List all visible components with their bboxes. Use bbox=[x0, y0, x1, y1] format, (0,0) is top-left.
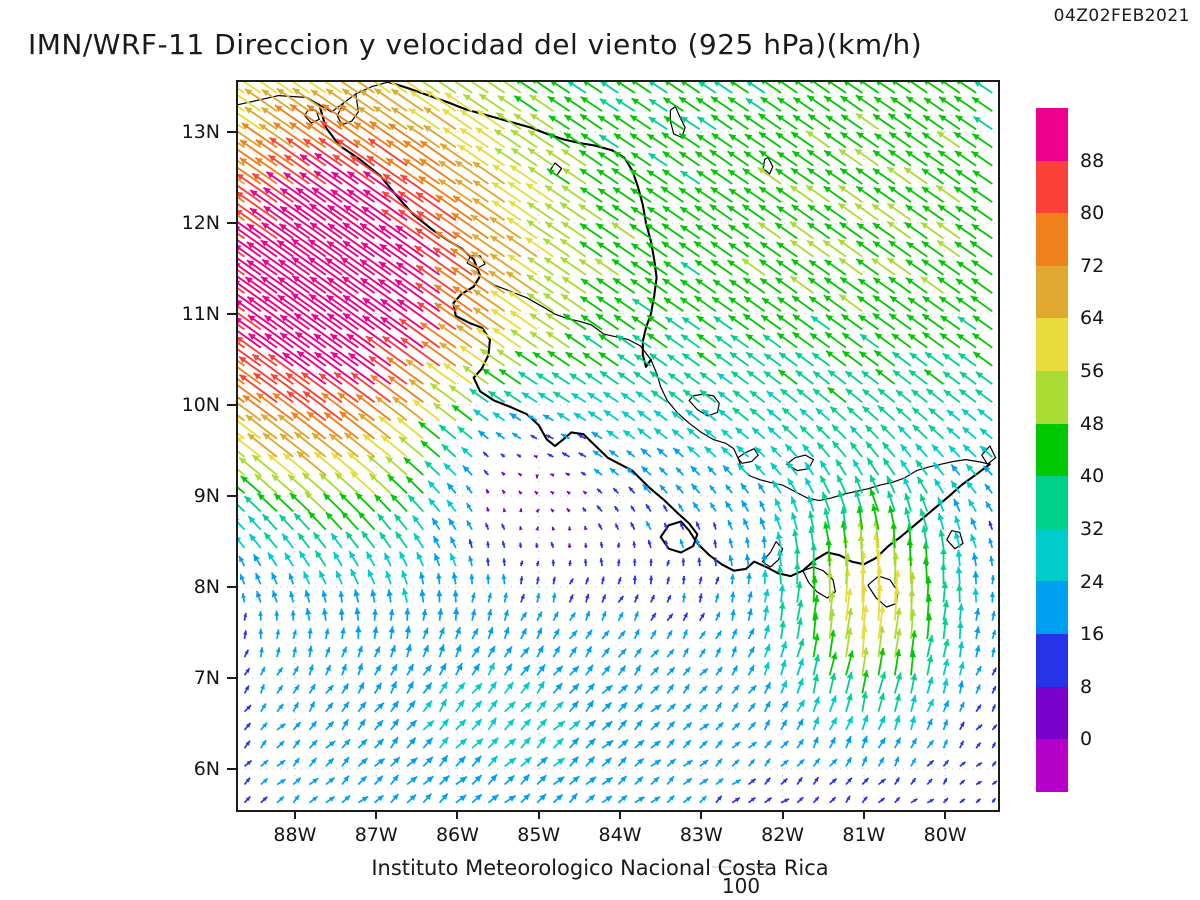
x-axis-label: 87W bbox=[354, 824, 398, 846]
reference-vector-icon bbox=[712, 866, 770, 868]
x-axis-label: 86W bbox=[435, 824, 479, 846]
x-axis-tick bbox=[862, 810, 865, 819]
colorbar-tick-label: 80 bbox=[1080, 202, 1105, 225]
x-axis-label: 83W bbox=[679, 824, 723, 846]
x-axis-tick bbox=[700, 810, 703, 819]
colorbar-tick-label: 40 bbox=[1080, 465, 1105, 488]
y-axis-label: 7N bbox=[193, 667, 220, 690]
colorbar-tick-label: 24 bbox=[1080, 570, 1105, 593]
colorbar-band[interactable] bbox=[1036, 476, 1068, 529]
y-axis-label: 13N bbox=[181, 121, 220, 144]
colorbar-tick-label: 48 bbox=[1080, 412, 1105, 435]
colorbar-band[interactable] bbox=[1036, 686, 1068, 740]
x-axis-label: 82W bbox=[761, 824, 805, 846]
map-gridlines bbox=[238, 82, 998, 810]
colorbar-tick-label: 88 bbox=[1080, 149, 1105, 172]
y-axis-tick bbox=[227, 313, 236, 316]
map-plot-area[interactable] bbox=[236, 80, 1000, 812]
colorbar-band[interactable] bbox=[1036, 371, 1068, 424]
y-axis-label: 8N bbox=[193, 576, 220, 599]
y-axis-label: 11N bbox=[181, 303, 220, 326]
y-axis-tick bbox=[227, 404, 236, 407]
wind-arrow-layer bbox=[238, 82, 998, 804]
x-axis-tick bbox=[456, 810, 459, 819]
colorbar-band[interactable] bbox=[1036, 213, 1068, 266]
x-axis-tick bbox=[537, 810, 540, 819]
page-title: IMN/WRF-11 Direccion y velocidad del vie… bbox=[28, 28, 923, 61]
x-axis-label: 84W bbox=[598, 824, 642, 846]
x-axis-label: 88W bbox=[273, 824, 317, 846]
y-axis-tick bbox=[227, 131, 236, 134]
colorbar-band[interactable] bbox=[1036, 581, 1068, 635]
colorbar-band[interactable] bbox=[1036, 318, 1068, 372]
x-axis-tick bbox=[944, 810, 947, 819]
y-axis-tick bbox=[227, 768, 236, 771]
y-axis-label: 12N bbox=[181, 212, 220, 235]
y-axis-tick bbox=[227, 495, 236, 498]
y-axis-label: 6N bbox=[193, 758, 220, 781]
y-axis-tick bbox=[227, 586, 236, 589]
footer-credit: Instituto Meteorologico Nacional Costa R… bbox=[371, 856, 829, 880]
colorbar-band[interactable] bbox=[1036, 423, 1068, 477]
colorbar-tick-label: 72 bbox=[1080, 254, 1105, 277]
colorbar-tick-label: 8 bbox=[1080, 675, 1093, 698]
y-axis-label: 9N bbox=[193, 485, 220, 508]
y-axis-tick bbox=[227, 677, 236, 680]
colorbar-band[interactable] bbox=[1036, 739, 1068, 792]
reference-vector-label: 100 bbox=[721, 874, 761, 898]
colorbar-tick-label: 16 bbox=[1080, 623, 1105, 646]
wind-vector-field bbox=[238, 82, 998, 810]
x-axis-label: 80W bbox=[923, 824, 967, 846]
y-axis-tick bbox=[227, 222, 236, 225]
speed-colorbar[interactable]: 0 8 16 24 32 40 48 56 64 72 80 88 bbox=[1036, 108, 1104, 792]
x-axis-tick bbox=[781, 810, 784, 819]
x-axis-label: 85W bbox=[517, 824, 561, 846]
x-axis-tick bbox=[619, 810, 622, 819]
colorbar-tick-label: 56 bbox=[1080, 360, 1105, 383]
y-axis-label: 10N bbox=[181, 394, 220, 417]
colorbar-band[interactable] bbox=[1036, 528, 1068, 582]
colorbar-band[interactable] bbox=[1036, 634, 1068, 687]
x-axis-label: 81W bbox=[842, 824, 886, 846]
forecast-timestamp: 04Z02FEB2021 bbox=[1053, 6, 1190, 26]
x-axis-tick bbox=[293, 810, 296, 819]
colorbar-tick-label: 64 bbox=[1080, 307, 1105, 330]
colorbar-band[interactable] bbox=[1036, 265, 1068, 319]
x-axis-tick bbox=[375, 810, 378, 819]
colorbar-tick-label: 0 bbox=[1080, 728, 1093, 751]
colorbar-tick-label: 32 bbox=[1080, 517, 1105, 540]
colorbar-band[interactable] bbox=[1036, 108, 1068, 161]
colorbar-band[interactable] bbox=[1036, 160, 1068, 214]
